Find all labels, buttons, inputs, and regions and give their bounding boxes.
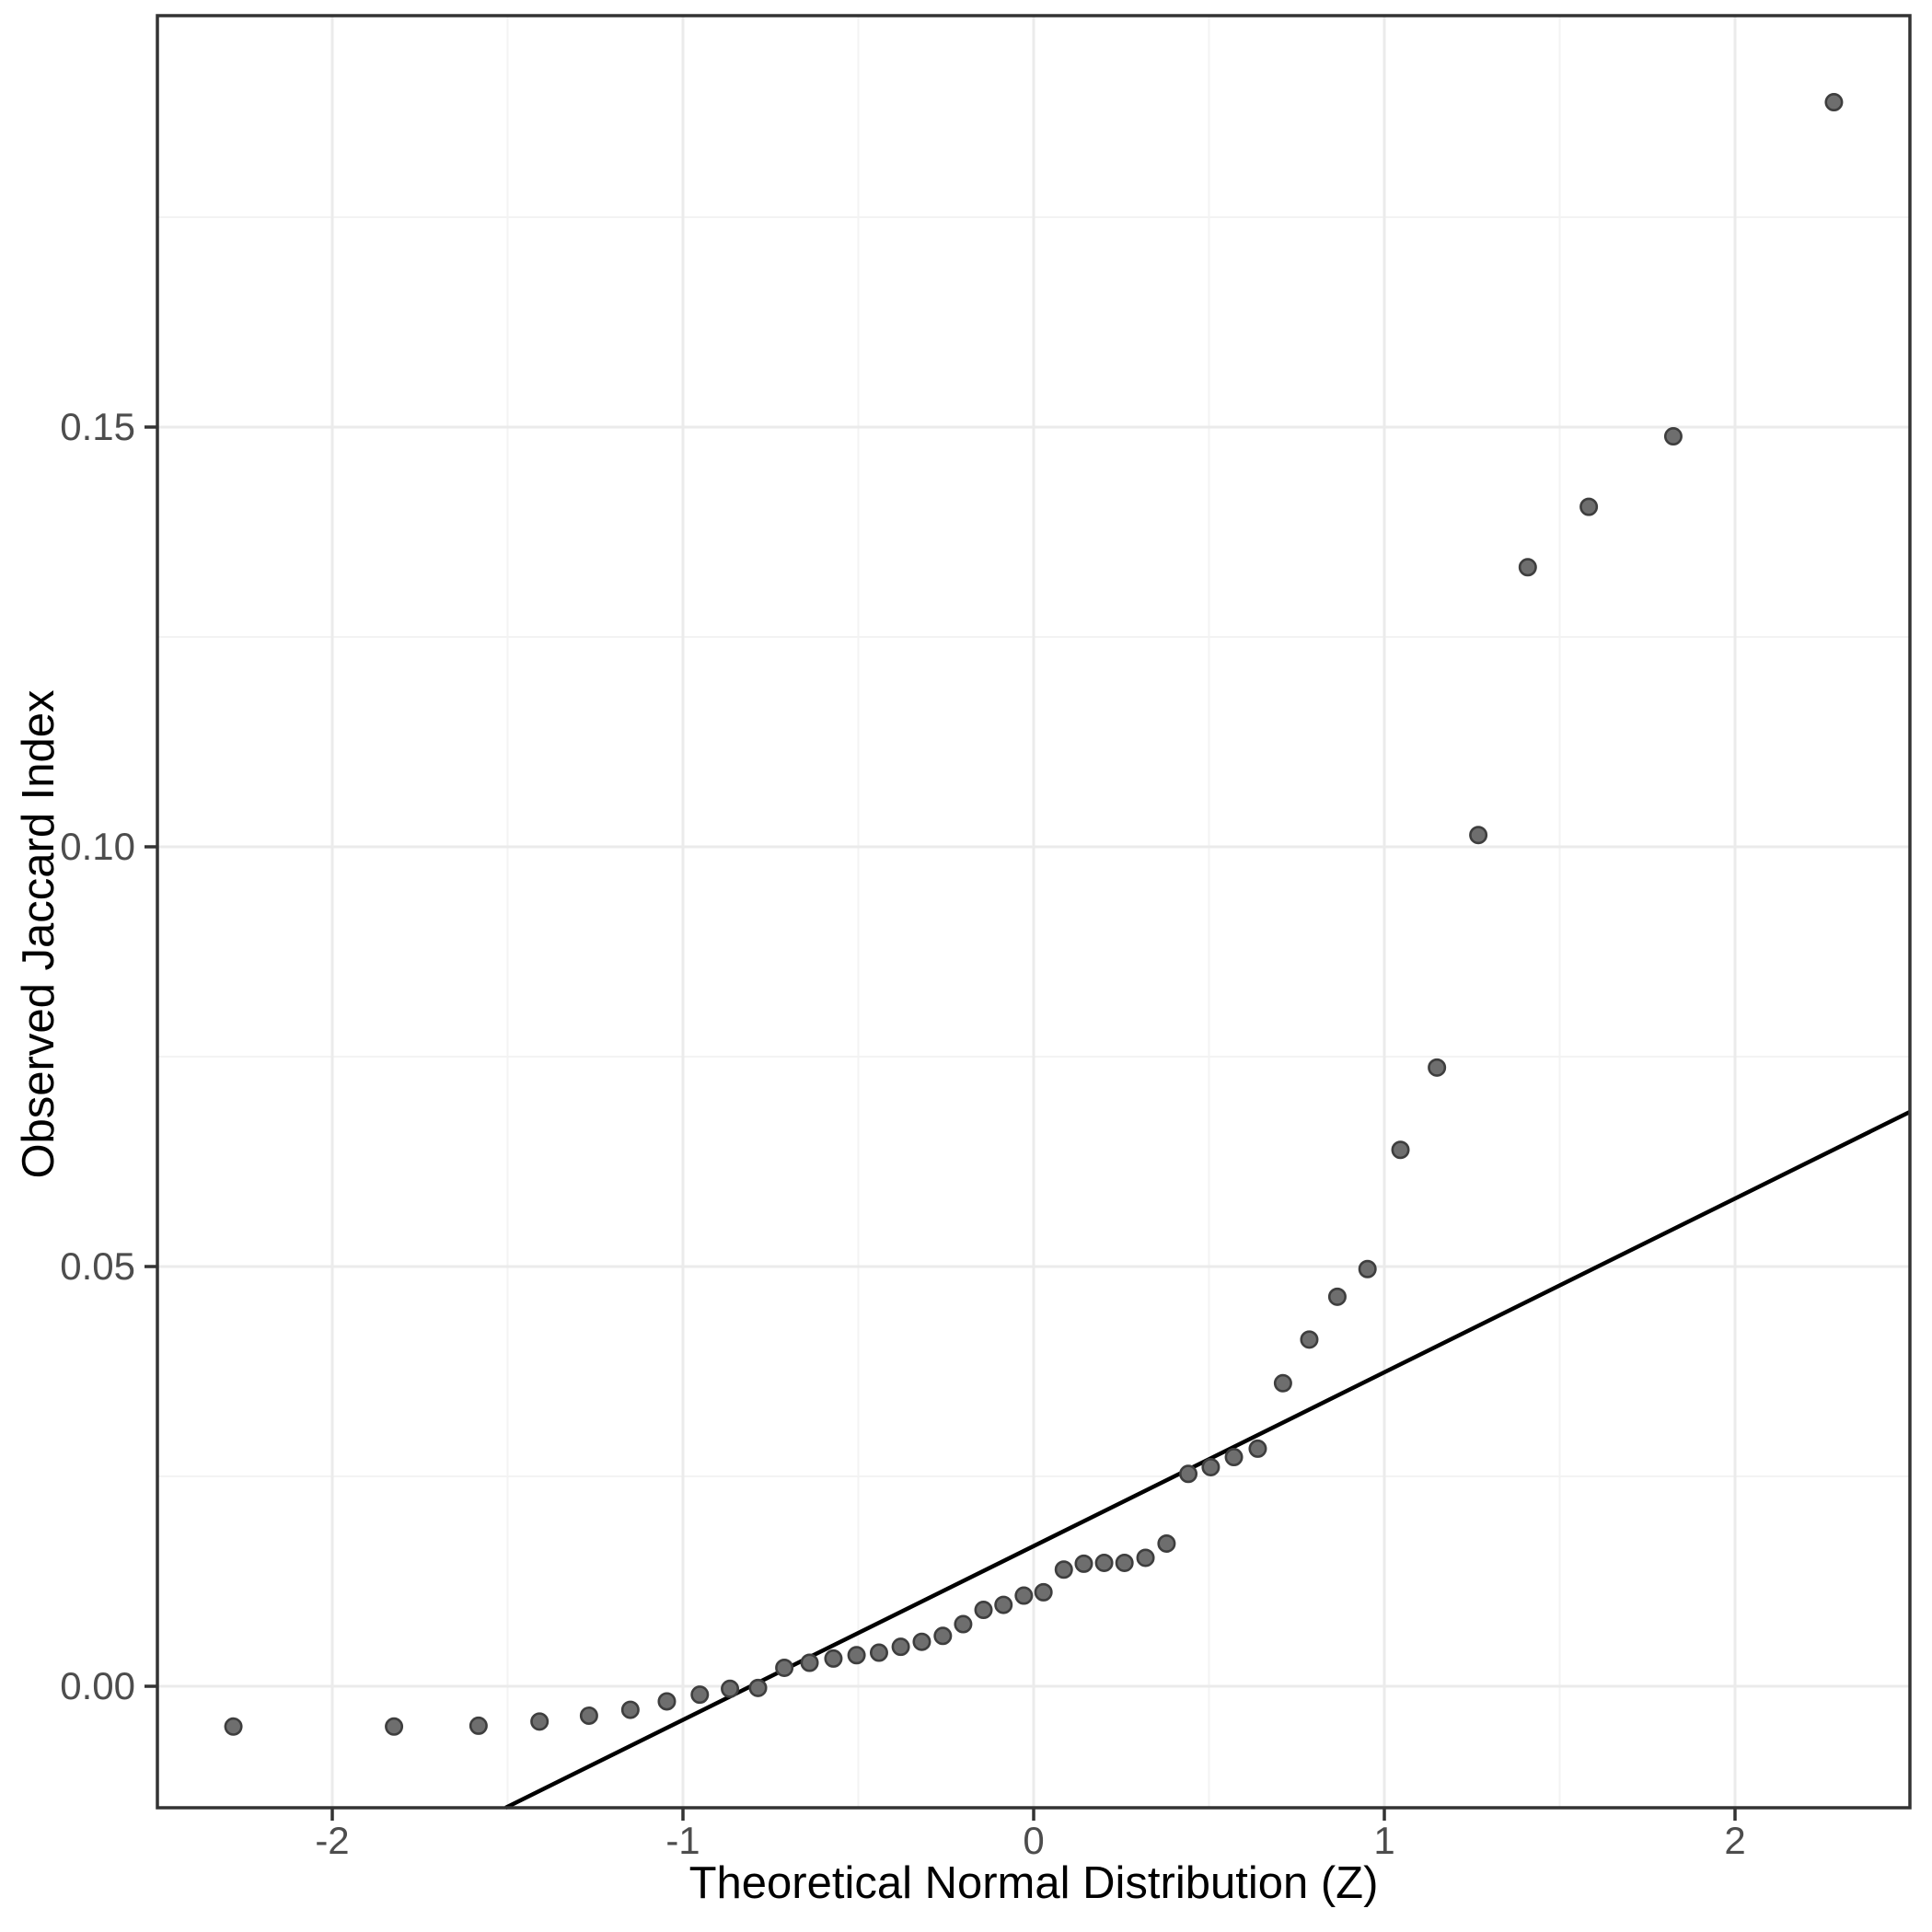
data-point (1391, 1140, 1410, 1160)
data-point (1115, 1553, 1134, 1572)
data-point (1224, 1448, 1244, 1467)
data-point (775, 1658, 794, 1677)
data-point (1136, 1548, 1155, 1568)
data-point (1327, 1287, 1347, 1306)
data-point (1273, 1373, 1292, 1393)
data-point (800, 1653, 819, 1672)
data-point (469, 1716, 488, 1735)
data-point (657, 1692, 677, 1711)
y-tick-label: 0.05 (60, 1244, 135, 1288)
data-point (224, 1717, 243, 1736)
data-point (912, 1632, 931, 1651)
data-point (620, 1700, 640, 1719)
data-point (1074, 1554, 1093, 1573)
x-tick-label: 2 (1724, 1819, 1745, 1862)
data-point (1094, 1553, 1114, 1572)
data-point (891, 1637, 910, 1657)
data-point (1179, 1464, 1198, 1484)
data-point (1824, 93, 1844, 112)
data-point (1034, 1582, 1053, 1602)
data-point (1157, 1533, 1176, 1553)
data-point (1054, 1560, 1073, 1579)
data-point (954, 1614, 973, 1634)
data-point (1428, 1058, 1447, 1077)
y-tick-label: 0.15 (60, 405, 135, 448)
data-point (1358, 1259, 1377, 1278)
x-tick-label: -2 (315, 1819, 349, 1862)
data-point (824, 1649, 843, 1668)
data-point (690, 1685, 710, 1705)
data-point (1663, 427, 1683, 446)
data-point (1201, 1457, 1221, 1476)
y-axis-title: Observed Jaccard Index (14, 689, 64, 1179)
data-point (579, 1706, 598, 1725)
data-point (1248, 1439, 1267, 1458)
x-tick-label: 1 (1373, 1819, 1394, 1862)
x-tick-label: -1 (665, 1819, 700, 1862)
data-point (1014, 1586, 1034, 1605)
data-point (869, 1643, 888, 1662)
data-point (933, 1626, 953, 1646)
data-point (1469, 826, 1488, 845)
data-point (847, 1646, 866, 1665)
data-point (748, 1678, 768, 1697)
data-point (385, 1717, 404, 1736)
data-point (994, 1595, 1013, 1614)
data-point (974, 1601, 993, 1620)
data-point (1300, 1330, 1319, 1349)
y-tick-label: 0.10 (60, 825, 135, 868)
y-tick-label: 0.00 (60, 1664, 135, 1707)
data-point (1579, 497, 1599, 516)
data-point (530, 1712, 550, 1731)
data-point (721, 1679, 740, 1698)
x-axis-title: Theoretical Normal Distribution (Z) (688, 1858, 1379, 1908)
x-tick-label: 0 (1023, 1819, 1044, 1862)
data-point (1518, 558, 1537, 577)
